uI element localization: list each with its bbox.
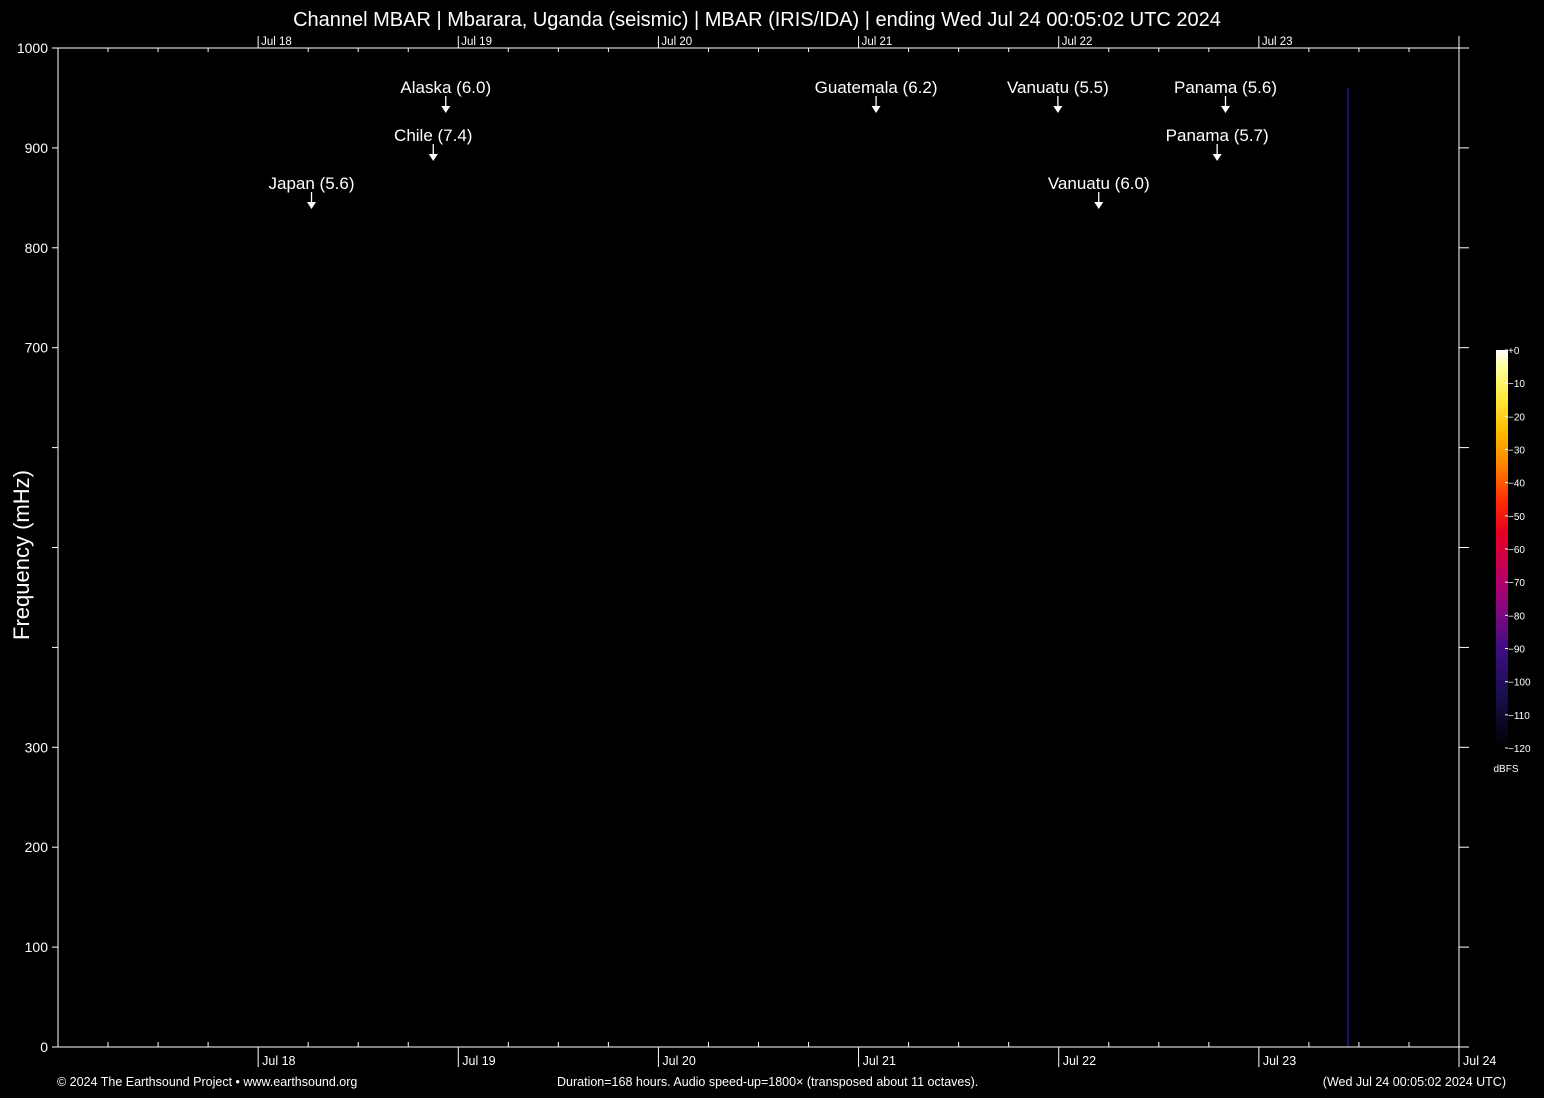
x-tick-label-top: Jul 23 (1262, 36, 1293, 48)
event-label: Japan (5.6) (269, 174, 355, 193)
x-tick-label-bottom: Jul 21 (863, 1054, 896, 1068)
event-arrow-head (441, 106, 451, 113)
colorbar-tick-label: −10 (1508, 379, 1525, 390)
y-tick-label: 800 (25, 240, 49, 256)
x-tick-label-bottom: Jul 20 (662, 1054, 695, 1068)
x-tick-label-bottom: Jul 18 (262, 1054, 295, 1068)
x-tick-label-bottom: Jul 23 (1263, 1054, 1296, 1068)
y-tick-label: 200 (25, 839, 49, 855)
event-arrow-head (307, 202, 317, 209)
x-tick-label-bottom: Jul 22 (1063, 1054, 1096, 1068)
x-tick-label-top: Jul 20 (661, 36, 692, 48)
footer-end-time: (Wed Jul 24 00:05:02 2024 UTC) (1322, 1075, 1506, 1089)
x-tick-label-bottom: Jul 24 (1463, 1054, 1496, 1068)
event-arrow-head (1053, 106, 1063, 113)
x-tick-label-top: Jul 21 (862, 36, 893, 48)
colorbar-tick-label: −50 (1508, 512, 1525, 523)
colorbar-tick-label: −120 (1508, 744, 1531, 755)
plot-area (58, 48, 1459, 1047)
event-label: Vanuatu (6.0) (1048, 174, 1150, 193)
event-label: Guatemala (6.2) (815, 78, 938, 97)
plot-background (58, 48, 1459, 1047)
event-arrow-head (871, 106, 881, 113)
event-arrow-head (428, 154, 438, 161)
colorbar-tick-label: −80 (1508, 611, 1525, 622)
x-tick-label-top: Jul 18 (261, 36, 292, 48)
colorbar-unit-label: dBFS (1493, 764, 1518, 775)
event-label: Panama (5.6) (1174, 78, 1277, 97)
colorbar-tick-label: −30 (1508, 446, 1525, 457)
colorbar: +0 −10 −20 −30 −40 −50 −60 −70 −80 −90 −100 −110 −12… (1493, 346, 1530, 775)
y-tick-label: 1000 (17, 40, 48, 56)
colorbar-tick-label: +0 (1508, 346, 1520, 357)
event-label: Chile (7.4) (394, 126, 472, 145)
event-arrow-head (1221, 106, 1230, 113)
footer-duration: Duration=168 hours. Audio speed-up=1800×… (557, 1075, 979, 1089)
y-tick-label: 700 (25, 340, 49, 356)
y-tick-label: 100 (25, 939, 49, 955)
axes: 0 100 200 300 700 800 900 1000 Jul 18 Jul 18 Jul 1… (17, 36, 1496, 1068)
x-tick-label-bottom: Jul 19 (462, 1054, 495, 1068)
event-arrow-head (1094, 202, 1104, 209)
colorbar-tick-label: −70 (1508, 578, 1525, 589)
y-tick-label: 300 (25, 739, 49, 755)
colorbar-tick-label: −60 (1508, 545, 1525, 556)
x-tick-label-top: Jul 19 (461, 36, 492, 48)
event-arrow-head (1212, 154, 1222, 161)
event-label: Vanuatu (5.5) (1007, 78, 1109, 97)
colorbar-tick-label: −100 (1508, 678, 1531, 689)
event-label: Panama (5.7) (1166, 126, 1269, 145)
chart-title: Channel MBAR | Mbarara, Uganda (seismic)… (293, 9, 1221, 31)
y-tick-label: 0 (40, 1039, 48, 1055)
y-tick-label: 900 (25, 140, 49, 156)
colorbar-tick-label: −20 (1508, 412, 1525, 423)
event-annotations: Alaska (6.0) Chile (7.4) Japan (5.6) Guatem… (269, 78, 1277, 209)
colorbar-tick-label: −90 (1508, 645, 1525, 656)
event-label: Alaska (6.0) (400, 78, 491, 97)
colorbar-tick-label: −40 (1508, 479, 1525, 490)
footer-copyright: © 2024 The Earthsound Project • www.eart… (57, 1075, 358, 1089)
x-tick-label-top: Jul 22 (1062, 36, 1093, 48)
colorbar-tick-label: −110 (1508, 711, 1530, 722)
